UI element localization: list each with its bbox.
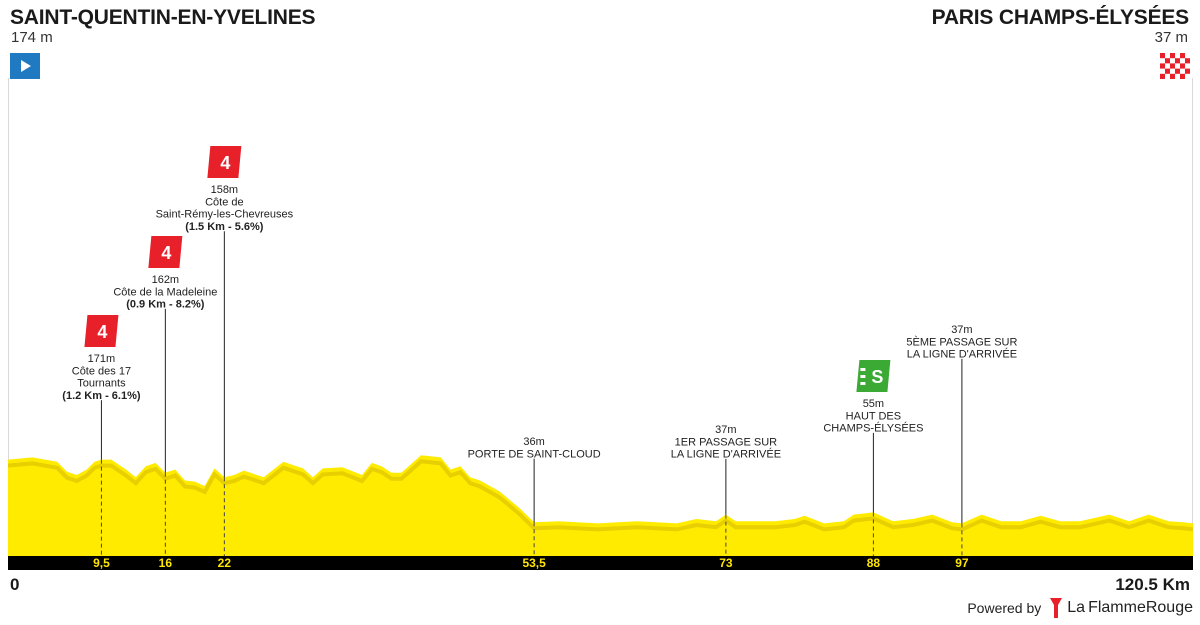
point-name: PORTE DE SAINT-CLOUD <box>468 448 601 460</box>
km-tick-16: 16 <box>159 556 173 570</box>
badge-label: 4 <box>220 153 230 173</box>
point-detail: (0.9 Km - 8.2%) <box>126 299 205 311</box>
point-name: CHAMPS-ÉLYSÉES <box>823 422 923 435</box>
point-name: HAUT DES <box>846 410 901 422</box>
point-name: Côte de <box>205 196 244 208</box>
km-tick-73: 73 <box>719 556 733 570</box>
point-name: Saint-Rémy-les-Chevreuses <box>156 209 294 221</box>
point-name: Côte des 17 <box>72 365 131 377</box>
point-altitude: 37m <box>951 324 972 336</box>
climb-category-badge: 4 <box>207 146 242 178</box>
km-tick-88: 88 <box>867 556 881 570</box>
point-altitude: 171m <box>88 353 116 365</box>
point-altitude: 36m <box>523 436 544 448</box>
km-bar <box>8 556 1193 570</box>
start-place-name: SAINT-QUENTIN-EN-YVELINES <box>10 6 316 29</box>
km-start-label: 0 <box>10 575 20 594</box>
frame-right-line <box>1192 78 1193 556</box>
point-name: LA LIGNE D'ARRIVÉE <box>907 348 1017 361</box>
brand-logo: La FlammeRouge <box>1049 597 1193 619</box>
finish-altitude: 37 m <box>1154 29 1188 46</box>
km-tick-9,5: 9,5 <box>93 556 110 570</box>
km-tick-53,5: 53,5 <box>522 556 546 570</box>
play-flag-icon <box>10 53 40 79</box>
point-name: 1ER PASSAGE SUR <box>675 436 778 448</box>
point-name: 5ÈME PASSAGE SUR <box>906 335 1017 348</box>
badge-label: 4 <box>97 322 107 342</box>
start-altitude: 174 m <box>11 29 53 46</box>
profile-area <box>8 455 1193 556</box>
brand-la: La <box>1067 599 1086 616</box>
climb-category-badge: 4 <box>148 236 183 268</box>
km-tick-97: 97 <box>955 556 969 570</box>
climb-category-badge: 4 <box>84 315 119 347</box>
point-altitude: 37m <box>715 424 736 436</box>
km-tick-22: 22 <box>218 556 232 570</box>
point-name: Côte de la Madeleine <box>113 286 217 298</box>
badge-label: 4 <box>161 243 171 263</box>
km-end-label: 120.5 Km <box>1115 575 1190 594</box>
finish-place-name: PARIS CHAMPS-ÉLYSÉES <box>931 6 1190 29</box>
point-name: LA LIGNE D'ARRIVÉE <box>671 448 781 461</box>
checkered-flag-icon <box>1160 53 1190 79</box>
point-detail: (1.5 Km - 5.6%) <box>185 221 264 233</box>
frame-left-line <box>8 78 9 556</box>
point-altitude: 55m <box>863 398 884 410</box>
powered-by-text: Powered by <box>967 600 1042 616</box>
point-name: Tournants <box>77 378 126 390</box>
sprint-badge: S <box>856 360 891 392</box>
brand-flamme: FlammeRouge <box>1088 599 1193 616</box>
point-altitude: 158m <box>211 184 239 196</box>
profile-shade <box>7 459 1194 532</box>
point-altitude: 162m <box>152 274 180 286</box>
point-detail: (1.2 Km - 6.1%) <box>62 390 141 402</box>
badge-label: S <box>871 367 883 387</box>
powered-by: Powered by La FlammeRouge <box>967 596 1193 620</box>
flamme-rouge-icon <box>1050 598 1063 618</box>
